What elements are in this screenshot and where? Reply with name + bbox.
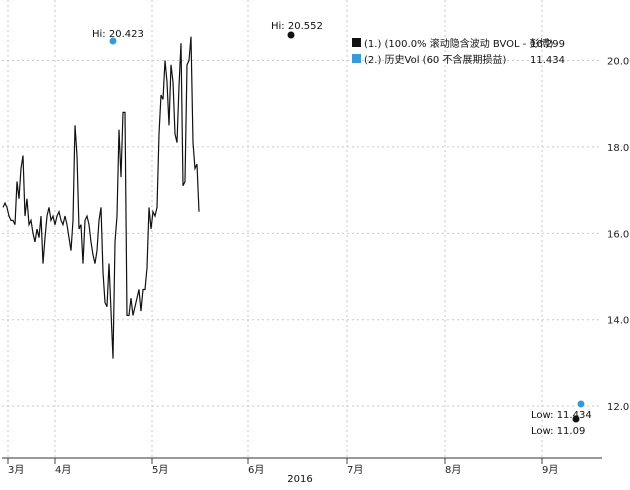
series-line-1: [2, 36, 200, 359]
series-layer: [2, 36, 200, 359]
legend-last-1: 16.299: [530, 39, 565, 50]
legend-label-1: (1.) (100.0% 滚动隐含波动 BVOL - 彭博): [364, 37, 554, 50]
y-tick-label: 16.00: [607, 229, 630, 240]
x-tick-label: 9月: [542, 464, 558, 476]
x-axis-year-label: 2016: [287, 474, 312, 485]
legend-swatch-blue: [352, 54, 361, 63]
x-tick-label: 5月: [152, 464, 168, 476]
x-tick-label: 4月: [55, 464, 71, 476]
marker-black-low: [572, 415, 580, 423]
annotation-black-low: Low: 11.09: [531, 426, 585, 437]
y-tick-label: 18.00: [607, 143, 630, 154]
annotation-black-high: Hi: 20.552: [271, 21, 323, 32]
legend: (1.) (100.0% 滚动隐含波动 BVOL - 彭博) 16.299 (2…: [352, 37, 565, 66]
y-tick-label: 12.00: [607, 402, 630, 413]
legend-swatch-black: [352, 38, 361, 47]
y-tick-label: 20.00: [607, 56, 630, 67]
y-axis: 20.00 18.00 16.00 14.00 12.00: [607, 56, 630, 413]
marker-blue-low: [576, 399, 586, 409]
y-tick-label: 14.00: [607, 316, 630, 327]
marker-black-high: [287, 31, 295, 39]
legend-last-2: 11.434: [530, 55, 565, 66]
x-tick-label: 6月: [248, 464, 264, 476]
x-tick-label: 8月: [445, 464, 461, 476]
annotation-blue-high: Hi: 20.423: [92, 29, 144, 40]
annotation-blue-low: Low: 11.434: [531, 410, 592, 421]
marker-blue-high: [109, 37, 117, 45]
annotations: Hi: 20.552 Hi: 20.423 Low: 11.434 Low: 1…: [92, 21, 592, 437]
legend-label-2: (2.) 历史Vol (60 不含展期损益): [364, 53, 506, 66]
x-axis: 3月 4月 5月 6月 7月 8月 9月: [2, 457, 602, 476]
x-tick-label: 3月: [8, 464, 24, 476]
x-tick-label: 7月: [347, 464, 363, 476]
